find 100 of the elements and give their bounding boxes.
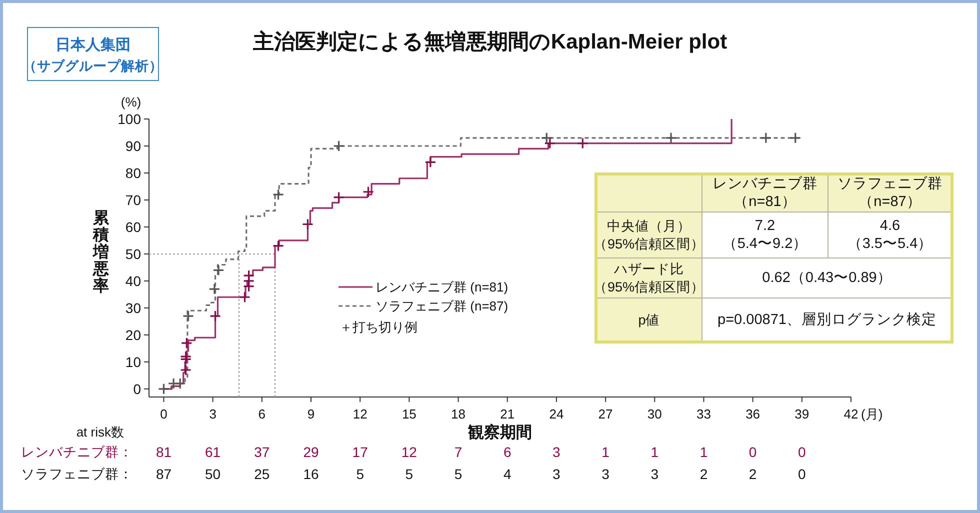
x-tick-label: 6 [258, 406, 266, 422]
annotation: （n=81） [734, 194, 796, 210]
point [180, 337, 192, 349]
point [790, 132, 802, 144]
text: 1 [650, 444, 659, 460]
legend-label: レンバチニブ群 (n=81) [376, 280, 508, 294]
annotation: （95%信頼区間） [593, 236, 705, 252]
x-tick-label: 42 [844, 406, 858, 422]
text: ソラフェニブ群： [21, 466, 133, 482]
text: （サブグループ解析） [23, 58, 163, 74]
x-tick-label: 30 [647, 406, 662, 422]
y-axis-title: 累積増悪率 [92, 210, 110, 294]
text: 5 [454, 466, 462, 482]
text: 0 [748, 444, 757, 460]
y-tick-label: 60 [125, 218, 142, 235]
point [174, 378, 186, 390]
text: 87 [156, 466, 172, 482]
point [362, 186, 374, 198]
point [180, 350, 192, 362]
annotation: p値 [638, 312, 660, 328]
point [302, 218, 314, 230]
text: 16 [303, 466, 319, 482]
y-tick-label: 30 [125, 300, 142, 316]
point [243, 270, 255, 282]
point [209, 310, 222, 322]
text: 日本人集団 [56, 36, 130, 54]
annotation: p=0.00871、層別ログランク検定 [718, 311, 936, 328]
x-tick-label: 18 [451, 406, 466, 422]
point [180, 364, 192, 376]
text: 0 [798, 444, 806, 460]
annotation: 中央値（月） [607, 218, 691, 234]
x-tick-label: 27 [598, 406, 613, 422]
annotation: （95%信頼区間） [593, 280, 705, 294]
text: 7 [454, 444, 462, 460]
text: 6 [503, 444, 512, 460]
x-tick-label: 39 [794, 406, 810, 422]
x-axis-title: 観察期間 [467, 422, 532, 442]
point [544, 137, 556, 150]
point [272, 188, 284, 200]
text: レンバチニブ群： [21, 444, 133, 460]
annotation: ＋打ち切り例 [340, 320, 418, 334]
text: 5 [356, 466, 364, 482]
text: at risk数 [76, 424, 124, 440]
x-tick-label: 0 [160, 406, 168, 422]
annotation: 0.62（0.43〜0.89） [762, 270, 892, 286]
x-tick-label: 33 [696, 406, 711, 422]
text: 17 [352, 444, 368, 460]
point [212, 264, 224, 276]
annotation: 7.2 [754, 218, 776, 234]
y-tick-label: 100 [118, 111, 142, 127]
x-tick-label: 21 [500, 406, 515, 422]
annotation: ハザード比 [613, 262, 684, 276]
x-tick-label: 24 [549, 406, 564, 422]
text: 5 [405, 466, 414, 482]
text: 4 [503, 466, 512, 482]
text: 3 [552, 466, 561, 482]
text: 3 [602, 466, 610, 482]
point [208, 283, 220, 295]
point [665, 132, 677, 144]
x-tick-label: 15 [402, 406, 416, 422]
text: 29 [303, 444, 319, 460]
point [333, 191, 345, 204]
text: 3 [552, 444, 561, 460]
annotation: ソラフェニブ群 [838, 175, 942, 192]
y-tick-label: 40 [125, 272, 142, 289]
point [158, 383, 170, 395]
text: (月) [861, 406, 883, 422]
point [333, 140, 345, 152]
y-tick-label: 20 [125, 326, 142, 343]
point [760, 132, 772, 144]
x-tick-label: 9 [307, 406, 315, 422]
x-tick-label: 3 [209, 406, 216, 422]
text: 4.6 [880, 218, 900, 234]
text: 1 [700, 444, 708, 460]
y-tick-label: 80 [125, 164, 142, 181]
point [576, 137, 588, 150]
annotation: （5.4〜9.2） [722, 236, 808, 252]
text: 50 [205, 466, 221, 482]
point [540, 132, 552, 144]
text: 25 [254, 466, 270, 482]
point [238, 291, 251, 303]
text: 2 [748, 466, 757, 482]
y-tick-label: 50 [125, 246, 142, 262]
annotation: レンバチニブ群 [712, 175, 818, 192]
text: 0 [798, 466, 806, 482]
text: 81 [156, 444, 172, 460]
text: 2 [700, 466, 708, 482]
point [424, 156, 436, 168]
point [182, 310, 194, 322]
x-tick-label: 36 [746, 406, 760, 422]
text: 12 [401, 444, 418, 460]
y-tick-label: 10 [125, 354, 142, 370]
y-tick-label: 90 [125, 138, 142, 154]
point [272, 240, 284, 252]
legend-label: ソラフェニブ群 (n=87) [376, 298, 508, 314]
text: 3 [650, 466, 659, 482]
text: (%) [120, 94, 142, 110]
text: 1 [602, 444, 610, 460]
text: 61 [205, 444, 221, 460]
text: 37 [254, 444, 270, 460]
